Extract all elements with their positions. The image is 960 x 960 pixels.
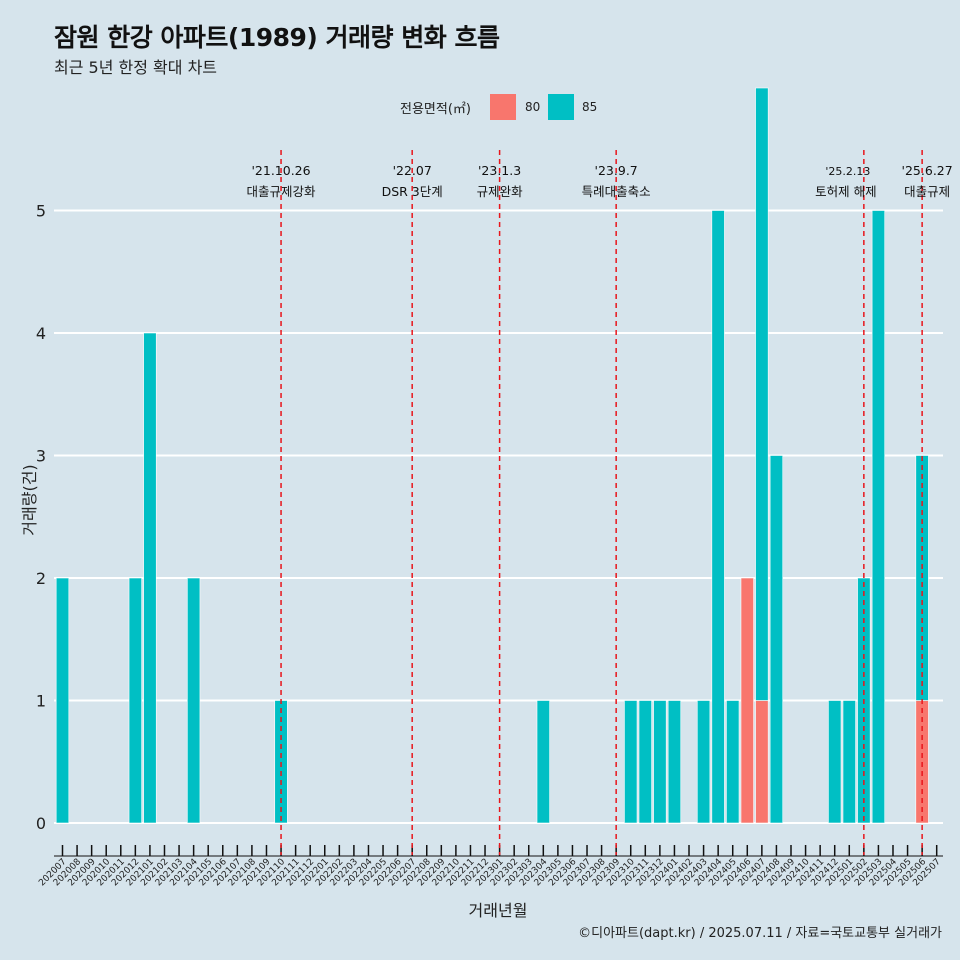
bar-85-202104: [187, 577, 201, 824]
legend: 전용면적(㎡) 80 85: [0, 94, 960, 120]
bar-85-202012: [128, 577, 142, 824]
x-axis-label: 거래년월: [468, 901, 528, 920]
y-axis-label: 거래량(건): [20, 464, 39, 536]
event-date-202309: '23.9.7: [595, 163, 638, 178]
bar-85-202403: [696, 700, 711, 824]
event-label-202506: 대출규제: [904, 184, 950, 199]
event-date-202301: '23.1.3: [478, 163, 521, 178]
legend-title: 전용면적(㎡): [400, 102, 471, 117]
bar-85-202404: [711, 210, 725, 824]
bar-85-202408: [769, 455, 784, 824]
source-caption: ©디아파트(dapt.kr) / 2025.07.11 / 자료=국토교통부 실…: [578, 926, 942, 941]
event-date-202207: '22.07: [393, 163, 432, 178]
y-tick-label: 1: [36, 692, 46, 711]
event-label-202301: 규제완화: [477, 184, 524, 199]
bar-85-202401: [667, 700, 682, 824]
event-date-202506: '25.6.27: [902, 163, 953, 178]
bar-85-202503: [871, 210, 886, 824]
event-label-202309: 특례대출축소: [582, 184, 651, 199]
event-date-202110: '21.10.26: [251, 163, 310, 178]
bar-85-202101: [143, 332, 157, 824]
legend-label-80: 80: [525, 100, 541, 114]
legend-swatch-80: [490, 94, 516, 120]
event-label-202207: DSR 3단계: [382, 184, 443, 199]
bar-85-202007: [55, 577, 70, 824]
bar-85-202405: [726, 700, 740, 824]
bar-80-202407: [755, 700, 769, 824]
event-label-202110: 대출규제강화: [247, 184, 317, 199]
chart-subtitle: 최근 5년 한정 확대 차트: [54, 58, 218, 77]
event-date-202502: '25.2.13: [825, 165, 870, 178]
legend-label-85: 85: [582, 100, 598, 114]
bar-85-202311: [638, 700, 652, 824]
bar-80-202406: [740, 577, 754, 824]
bar-85-202310: [624, 700, 638, 824]
y-tick-label: 5: [36, 202, 46, 221]
legend-swatch-85: [548, 94, 574, 120]
event-label-202502: 토허제 해제: [815, 184, 876, 199]
bar-85-202304: [536, 700, 550, 824]
bar-85-202412: [828, 700, 842, 824]
bar-85-202312: [653, 700, 667, 824]
bar-85-202501: [842, 700, 856, 824]
y-tick-label: 2: [36, 569, 46, 588]
bar-85-202407: [755, 87, 769, 701]
chart-title: 잠원 한강 아파트(1989) 거래량 변화 흐름: [54, 23, 500, 52]
y-tick-label: 0: [36, 814, 46, 833]
y-tick-label: 4: [36, 324, 46, 343]
y-tick-label: 3: [36, 447, 46, 466]
